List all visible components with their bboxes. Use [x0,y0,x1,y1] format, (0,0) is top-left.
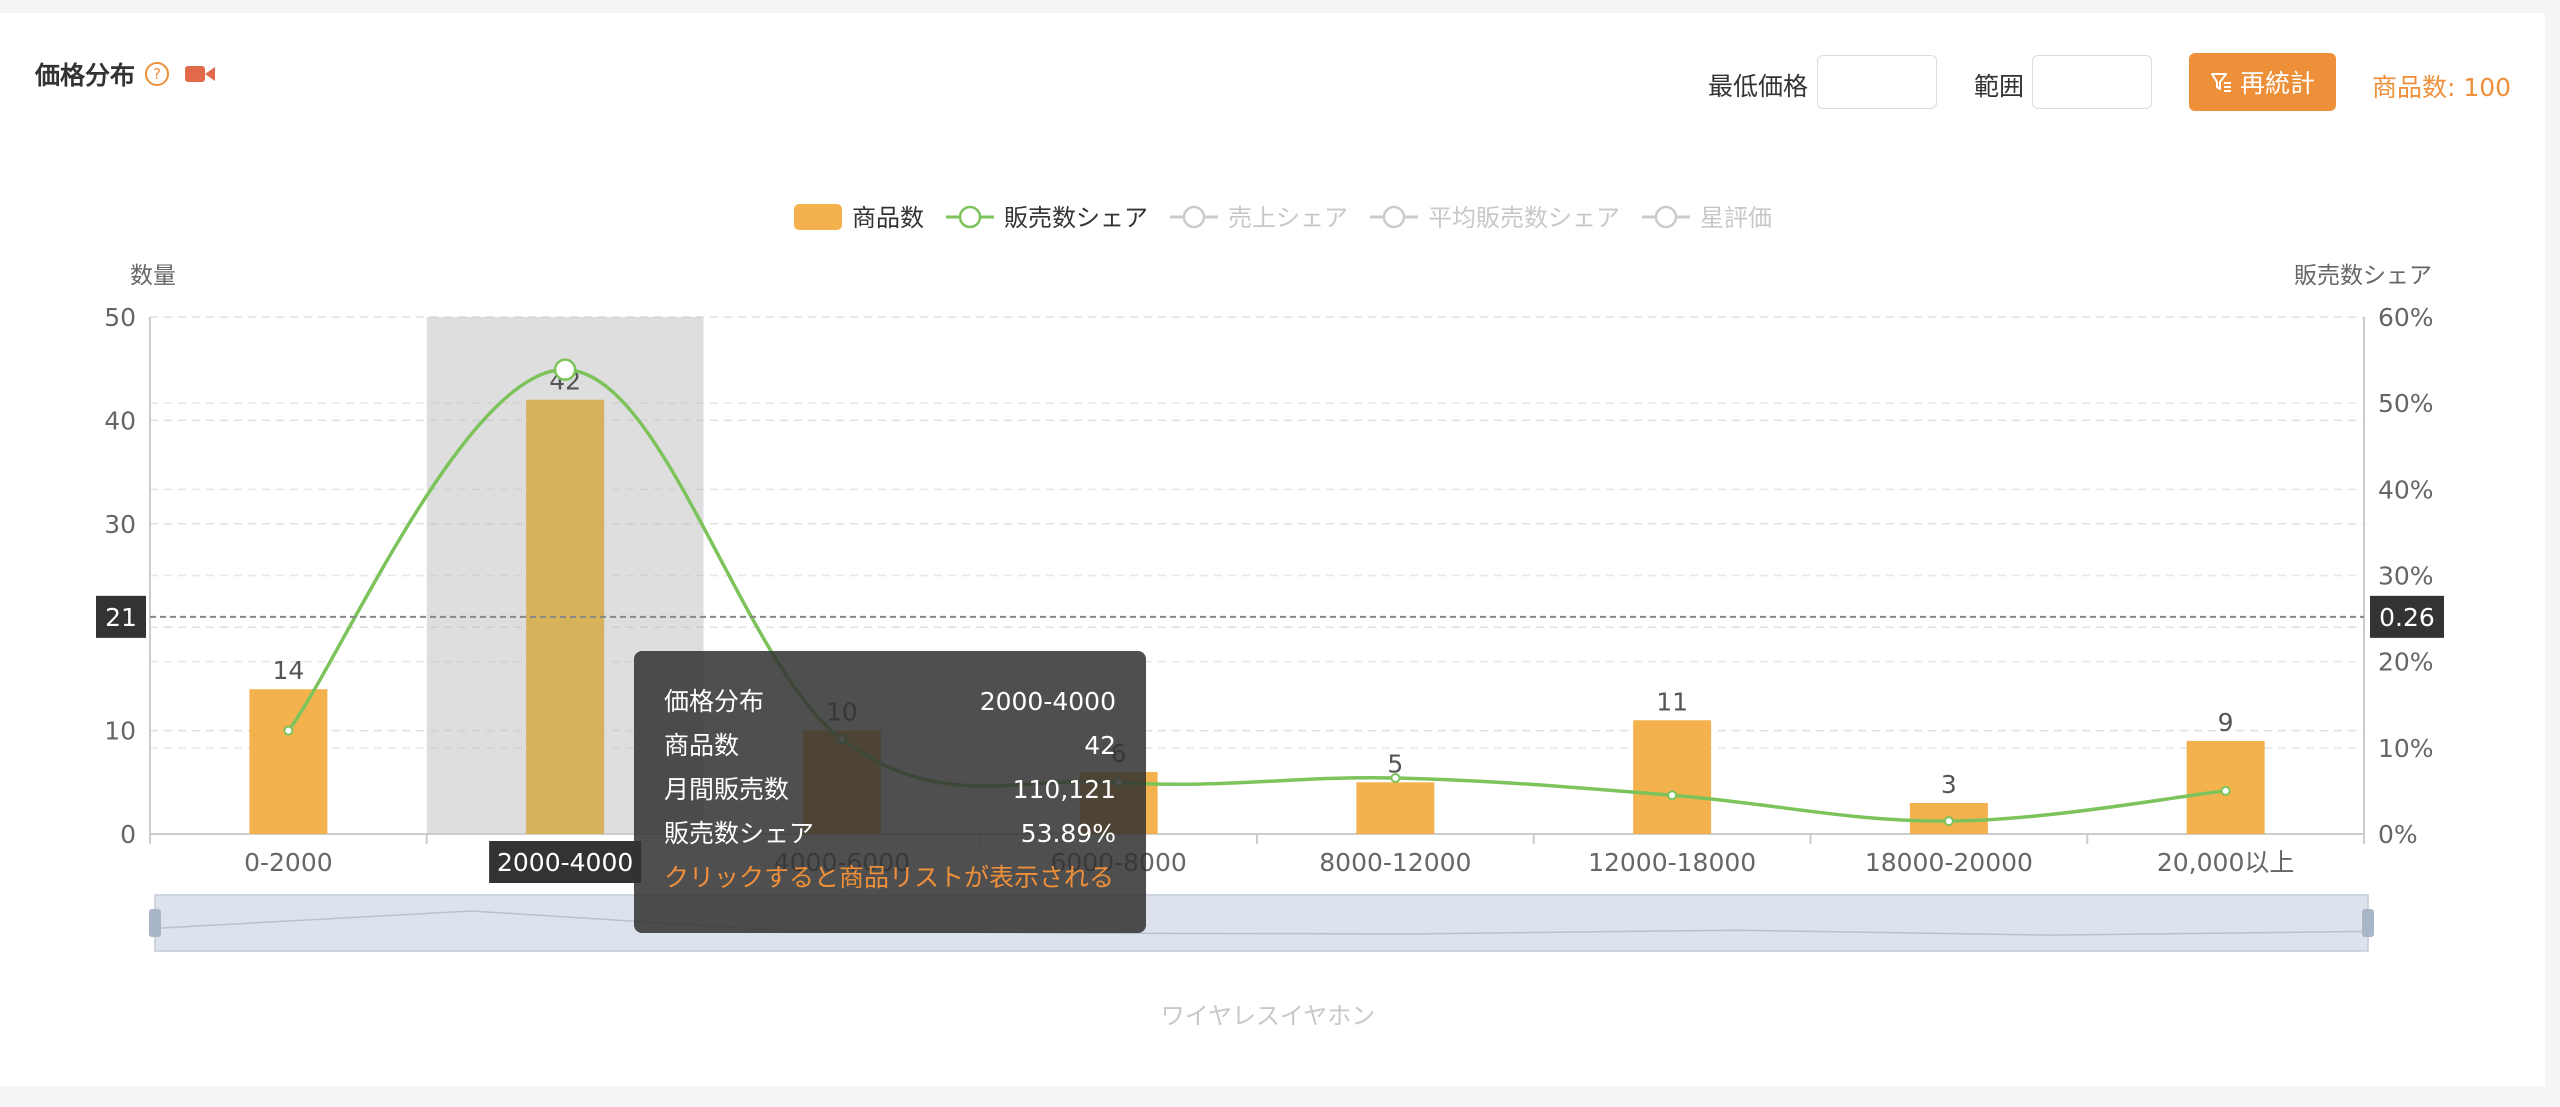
page-title: 価格分布 [35,61,136,90]
sales-share-point [2220,785,2231,796]
left-axis-tick-label: 40 [104,406,136,435]
zoom-slider-preview [154,910,2369,936]
tooltip-label: 価格分布 [664,687,765,716]
tooltip-label: 月間販売数 [664,775,790,804]
tooltip-row-price-range: 価格分布 2000-4000 [664,681,1116,725]
legend-item-label[interactable]: 星評価 [1700,204,1772,232]
help-circle-icon[interactable]: ? [145,62,170,86]
left-axis-tick-label: 10 [104,717,136,746]
right-axis-tick-label: 10% [2378,734,2434,763]
left-axis-tick-label: 0 [120,820,136,849]
legend-line-marker [1654,205,1678,229]
bar-value-label: 11 [1656,687,1688,716]
product-count: 商品数: 100 [2372,73,2512,102]
tooltip-value: 2000-4000 [979,687,1116,716]
legend-line-marker [958,205,982,229]
tooltip-value: 110,121 [1012,775,1116,804]
bar [249,689,328,834]
right-axis-tick-label: 50% [2378,389,2434,418]
bar-value-label: 9 [2218,708,2234,737]
left-axis-tick-label: 30 [104,510,136,539]
tooltip-label: 販売数シェア [664,819,815,848]
sales-share-point [1943,816,1954,827]
legend-line-marker [1182,205,1206,229]
bar [1356,782,1435,834]
tooltip-product-list-link[interactable]: クリックすると商品リストが表示される [664,863,1115,892]
right-axis-title: 販売数シェア [2294,263,2432,289]
right-axis-tick-label: 40% [2378,475,2434,504]
legend-item-label[interactable]: 売上シェア [1228,204,1348,232]
filter-controls: 最低価格 範囲 再統計 商品数: 100 [0,53,2560,111]
left-axis-tick-label: 50 [104,303,136,332]
right-axis-tick-label: 60% [2378,303,2434,332]
min-price-input[interactable] [1817,55,1937,109]
sales-share-point [1667,790,1678,801]
zoom-slider-track [154,894,2369,952]
left-axis-title: 数量 [130,263,176,289]
filter-icon [2210,73,2231,92]
x-axis-tick-label: 20,000以上 [2157,848,2294,877]
x-axis-tick-label: 0-2000 [244,848,333,877]
tooltip-row-monthly-sales: 月間販売数 110,121 [664,769,1116,813]
tooltip-row-product-count: 商品数 42 [664,725,1116,769]
x-axis-tick-label: 12000-18000 [1588,848,1756,877]
x-axis-pointer-badge [489,841,642,883]
sales-share-point [283,725,294,736]
tooltip-value: 42 [1084,731,1116,760]
right-axis-tick-label: 20% [2378,648,2434,677]
chart-header: 価格分布 ? [35,56,216,92]
legend-line-marker [1382,205,1406,229]
zoom-slider-handle[interactable] [149,909,161,937]
x-axis-tick-label: 18000-20000 [1865,848,2033,877]
bar-value-label: 5 [1387,749,1403,778]
tooltip-label: 商品数 [664,731,740,760]
zoom-slider-handle[interactable] [2362,909,2374,937]
sales-share-point [553,358,577,381]
x-axis-tick-label: 8000-12000 [1319,848,1471,877]
range-input[interactable] [2032,55,2152,109]
bar-value-label: 3 [1941,770,1957,799]
crosshair-left-value: 21 [105,603,137,632]
chart-tooltip: 価格分布 2000-4000 商品数 42 月間販売数 110,121 販売数シ… [634,651,1146,933]
tooltip-value: 53.89% [1020,819,1116,848]
sales-share-point [1390,772,1401,783]
bar [1633,720,1712,834]
x-axis-tick-label: 2000-4000 [497,848,633,877]
crosshair-right-badge [2370,595,2444,638]
legend-item-label[interactable]: 平均販売数シェア [1428,204,1620,232]
right-axis-tick-label: 30% [2378,562,2434,591]
x-axis-title: ワイヤレスイヤホン [1161,1002,1376,1030]
bar-value-label: 14 [272,656,304,685]
legend-item-label[interactable]: 商品数 [852,204,924,232]
crosshair-right-value: 0.26 [2379,603,2435,632]
tooltip-row-sales-share: 販売数シェア 53.89% [664,813,1116,857]
legend-bar-swatch[interactable] [794,204,842,230]
recalculate-label: 再統計 [2239,69,2315,98]
legend-item-label[interactable]: 販売数シェア [1004,204,1148,232]
recalculate-button[interactable]: 再統計 [2189,53,2336,111]
min-price-label: 最低価格 [1708,72,1809,101]
range-label: 範囲 [1974,72,2025,101]
crosshair-left-badge [96,595,146,638]
right-axis-tick-label: 0% [2378,820,2418,849]
video-camera-icon[interactable] [185,64,216,84]
